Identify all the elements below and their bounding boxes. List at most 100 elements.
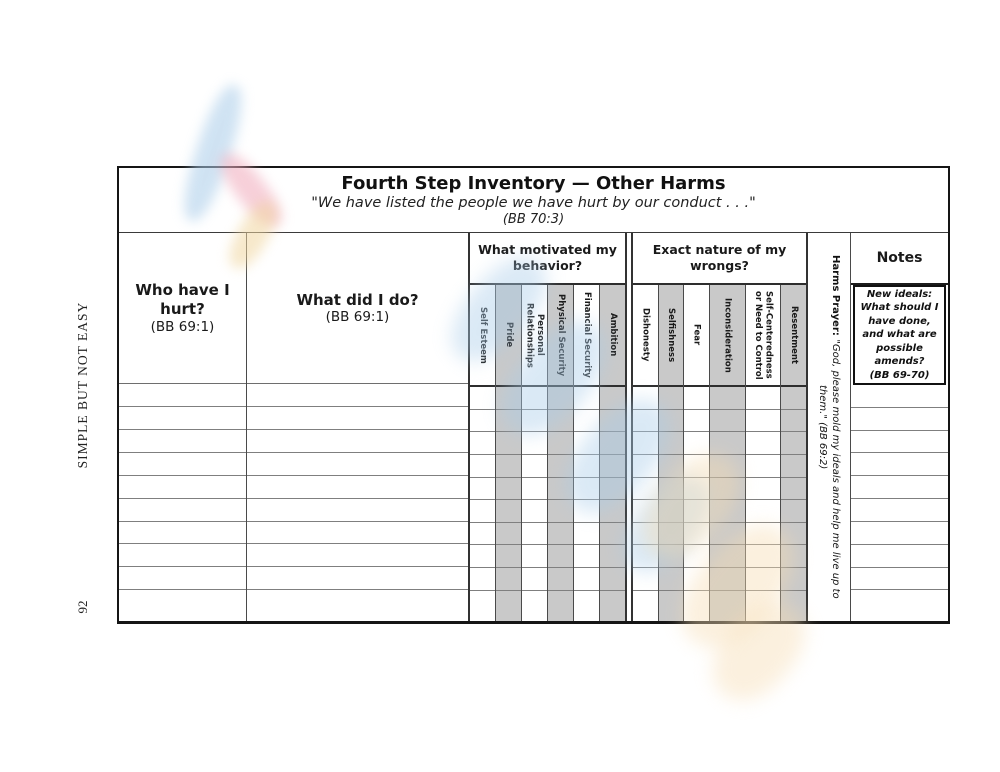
- checkbox-column-body: [633, 387, 658, 621]
- column-label: Pride: [503, 322, 514, 348]
- grid-row-cell: [633, 545, 658, 569]
- grid-row-cell: [658, 545, 684, 569]
- grid-row-cell: [548, 387, 573, 410]
- grid-row-cell: [470, 545, 495, 569]
- table-grid: Who have I hurt? (BB 69:1) What did I do…: [119, 233, 948, 621]
- grid-row-cell: [119, 453, 246, 476]
- grid-row-cell: [522, 523, 547, 546]
- grid-row-cell: [522, 545, 547, 569]
- what-body-rows: [247, 384, 468, 621]
- grid-row-cell: [119, 522, 246, 545]
- grid-row-cell: [745, 523, 781, 546]
- grid-row-cell: [247, 453, 468, 476]
- grid-row-cell: [548, 591, 573, 621]
- grid-row-cell: [684, 432, 709, 455]
- grid-row-cell: [633, 387, 658, 410]
- grid-row-cell: [522, 478, 547, 501]
- harms-prayer-label: Harms Prayer:: [830, 255, 841, 340]
- grid-row-cell: [574, 500, 599, 523]
- what-header-label: What did I do?: [296, 290, 419, 309]
- grid-row-cell: [496, 432, 521, 455]
- grid-row-cell: [658, 410, 684, 433]
- grid-row-cell: [247, 544, 468, 568]
- grid-row-cell: [574, 591, 599, 621]
- grid-row-cell: [745, 545, 781, 569]
- grid-row-cell: [247, 499, 468, 522]
- grid-row-cell: [496, 410, 521, 433]
- grid-row-cell: [851, 545, 948, 568]
- who-body-rows: [119, 384, 246, 621]
- grid-row-cell: [574, 455, 599, 478]
- grid-row-cell: [781, 523, 806, 546]
- grid-row-cell: [600, 523, 625, 546]
- grid-row-cell: [684, 591, 709, 621]
- grid-row-cell: [658, 568, 684, 591]
- grid-row-cell: [119, 384, 246, 407]
- subcol-resentment: Resentment: [781, 285, 806, 621]
- subcol-fear: Fear: [684, 285, 710, 621]
- grid-row-cell: [522, 500, 547, 523]
- grid-row-cell: [470, 500, 495, 523]
- grid-row-cell: [548, 523, 573, 546]
- subcol-ambition: Ambition: [600, 285, 625, 621]
- what-header-reference: (BB 69:1): [325, 309, 390, 326]
- column-label: Self-Centeredness or Need to Control: [753, 290, 774, 380]
- subcol-label-cell: Resentment: [781, 285, 806, 387]
- motivated-group-header: What motivated my behavior?: [470, 233, 625, 285]
- grid-row-cell: [633, 523, 658, 546]
- grid-row-cell: [470, 432, 495, 455]
- grid-row-cell: [633, 500, 658, 523]
- grid-row-cell: [709, 410, 745, 433]
- grid-row-cell: [470, 410, 495, 433]
- grid-row-cell: [709, 545, 745, 569]
- grid-row-cell: [745, 387, 781, 410]
- grid-row-cell: [781, 387, 806, 410]
- grid-row-cell: [496, 568, 521, 591]
- checkbox-column-body: [574, 387, 599, 621]
- grid-row-cell: [600, 455, 625, 478]
- grid-row-cell: [709, 523, 745, 546]
- grid-row-cell: [659, 591, 684, 621]
- grid-row-cell: [548, 568, 573, 591]
- page-number: 92: [75, 600, 90, 614]
- grid-row-cell: [684, 523, 709, 546]
- checkbox-column-body: [709, 387, 745, 621]
- subcol-selfishness: Selfishness: [658, 285, 685, 621]
- grid-row-cell: [522, 455, 547, 478]
- grid-row-cell: [851, 476, 948, 500]
- grid-row-cell: [746, 591, 781, 621]
- subcol-label-cell: Physical Security: [548, 285, 573, 387]
- grid-row-cell: [247, 590, 468, 621]
- grid-row-cell: [633, 455, 658, 478]
- grid-row-cell: [658, 432, 684, 455]
- grid-row-cell: [633, 568, 658, 591]
- grid-row-cell: [658, 478, 684, 501]
- checkbox-column-body: [745, 387, 781, 621]
- grid-row-cell: [781, 432, 806, 455]
- subcol-label-cell: Financial Security: [574, 285, 599, 387]
- grid-row-cell: [658, 387, 684, 410]
- grid-row-cell: [658, 500, 684, 523]
- grid-row-cell: [600, 500, 625, 523]
- column-label: Physical Security: [555, 293, 566, 377]
- grid-row-cell: [709, 568, 745, 591]
- grid-row-cell: [600, 478, 625, 501]
- grid-row-cell: [684, 410, 709, 433]
- grid-row-cell: [247, 567, 468, 591]
- grid-row-cell: [119, 476, 246, 499]
- grid-row-cell: [781, 591, 806, 621]
- grid-row-cell: [119, 430, 246, 453]
- grid-row-cell: [470, 455, 495, 478]
- grid-row-cell: [684, 387, 709, 410]
- grid-row-cell: [574, 568, 599, 591]
- grid-row-cell: [522, 432, 547, 455]
- harms-prayer-quote: "God, please mold my ideals and help me …: [817, 339, 841, 599]
- grid-row-cell: [709, 478, 745, 501]
- grid-row-cell: [781, 410, 806, 433]
- grid-row-cell: [745, 500, 781, 523]
- grid-row-cell: [710, 591, 745, 621]
- column-what-did-i-do: What did I do? (BB 69:1): [247, 233, 470, 621]
- grid-row-cell: [600, 432, 625, 455]
- grid-row-cell: [709, 387, 745, 410]
- column-label: Personal Relationships: [524, 302, 546, 368]
